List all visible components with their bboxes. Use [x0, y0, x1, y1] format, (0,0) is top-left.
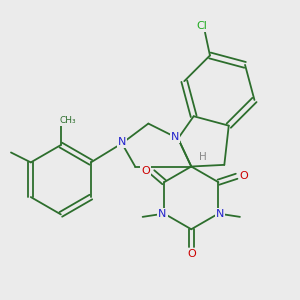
Text: N: N	[171, 132, 179, 142]
Text: N: N	[158, 208, 166, 219]
Text: N: N	[216, 208, 224, 219]
Text: N: N	[118, 137, 126, 147]
Text: O: O	[141, 166, 150, 176]
Text: CH₃: CH₃	[59, 116, 76, 125]
Text: H: H	[199, 152, 207, 162]
Text: O: O	[239, 171, 248, 181]
Text: O: O	[187, 249, 196, 259]
Text: Cl: Cl	[196, 21, 207, 32]
